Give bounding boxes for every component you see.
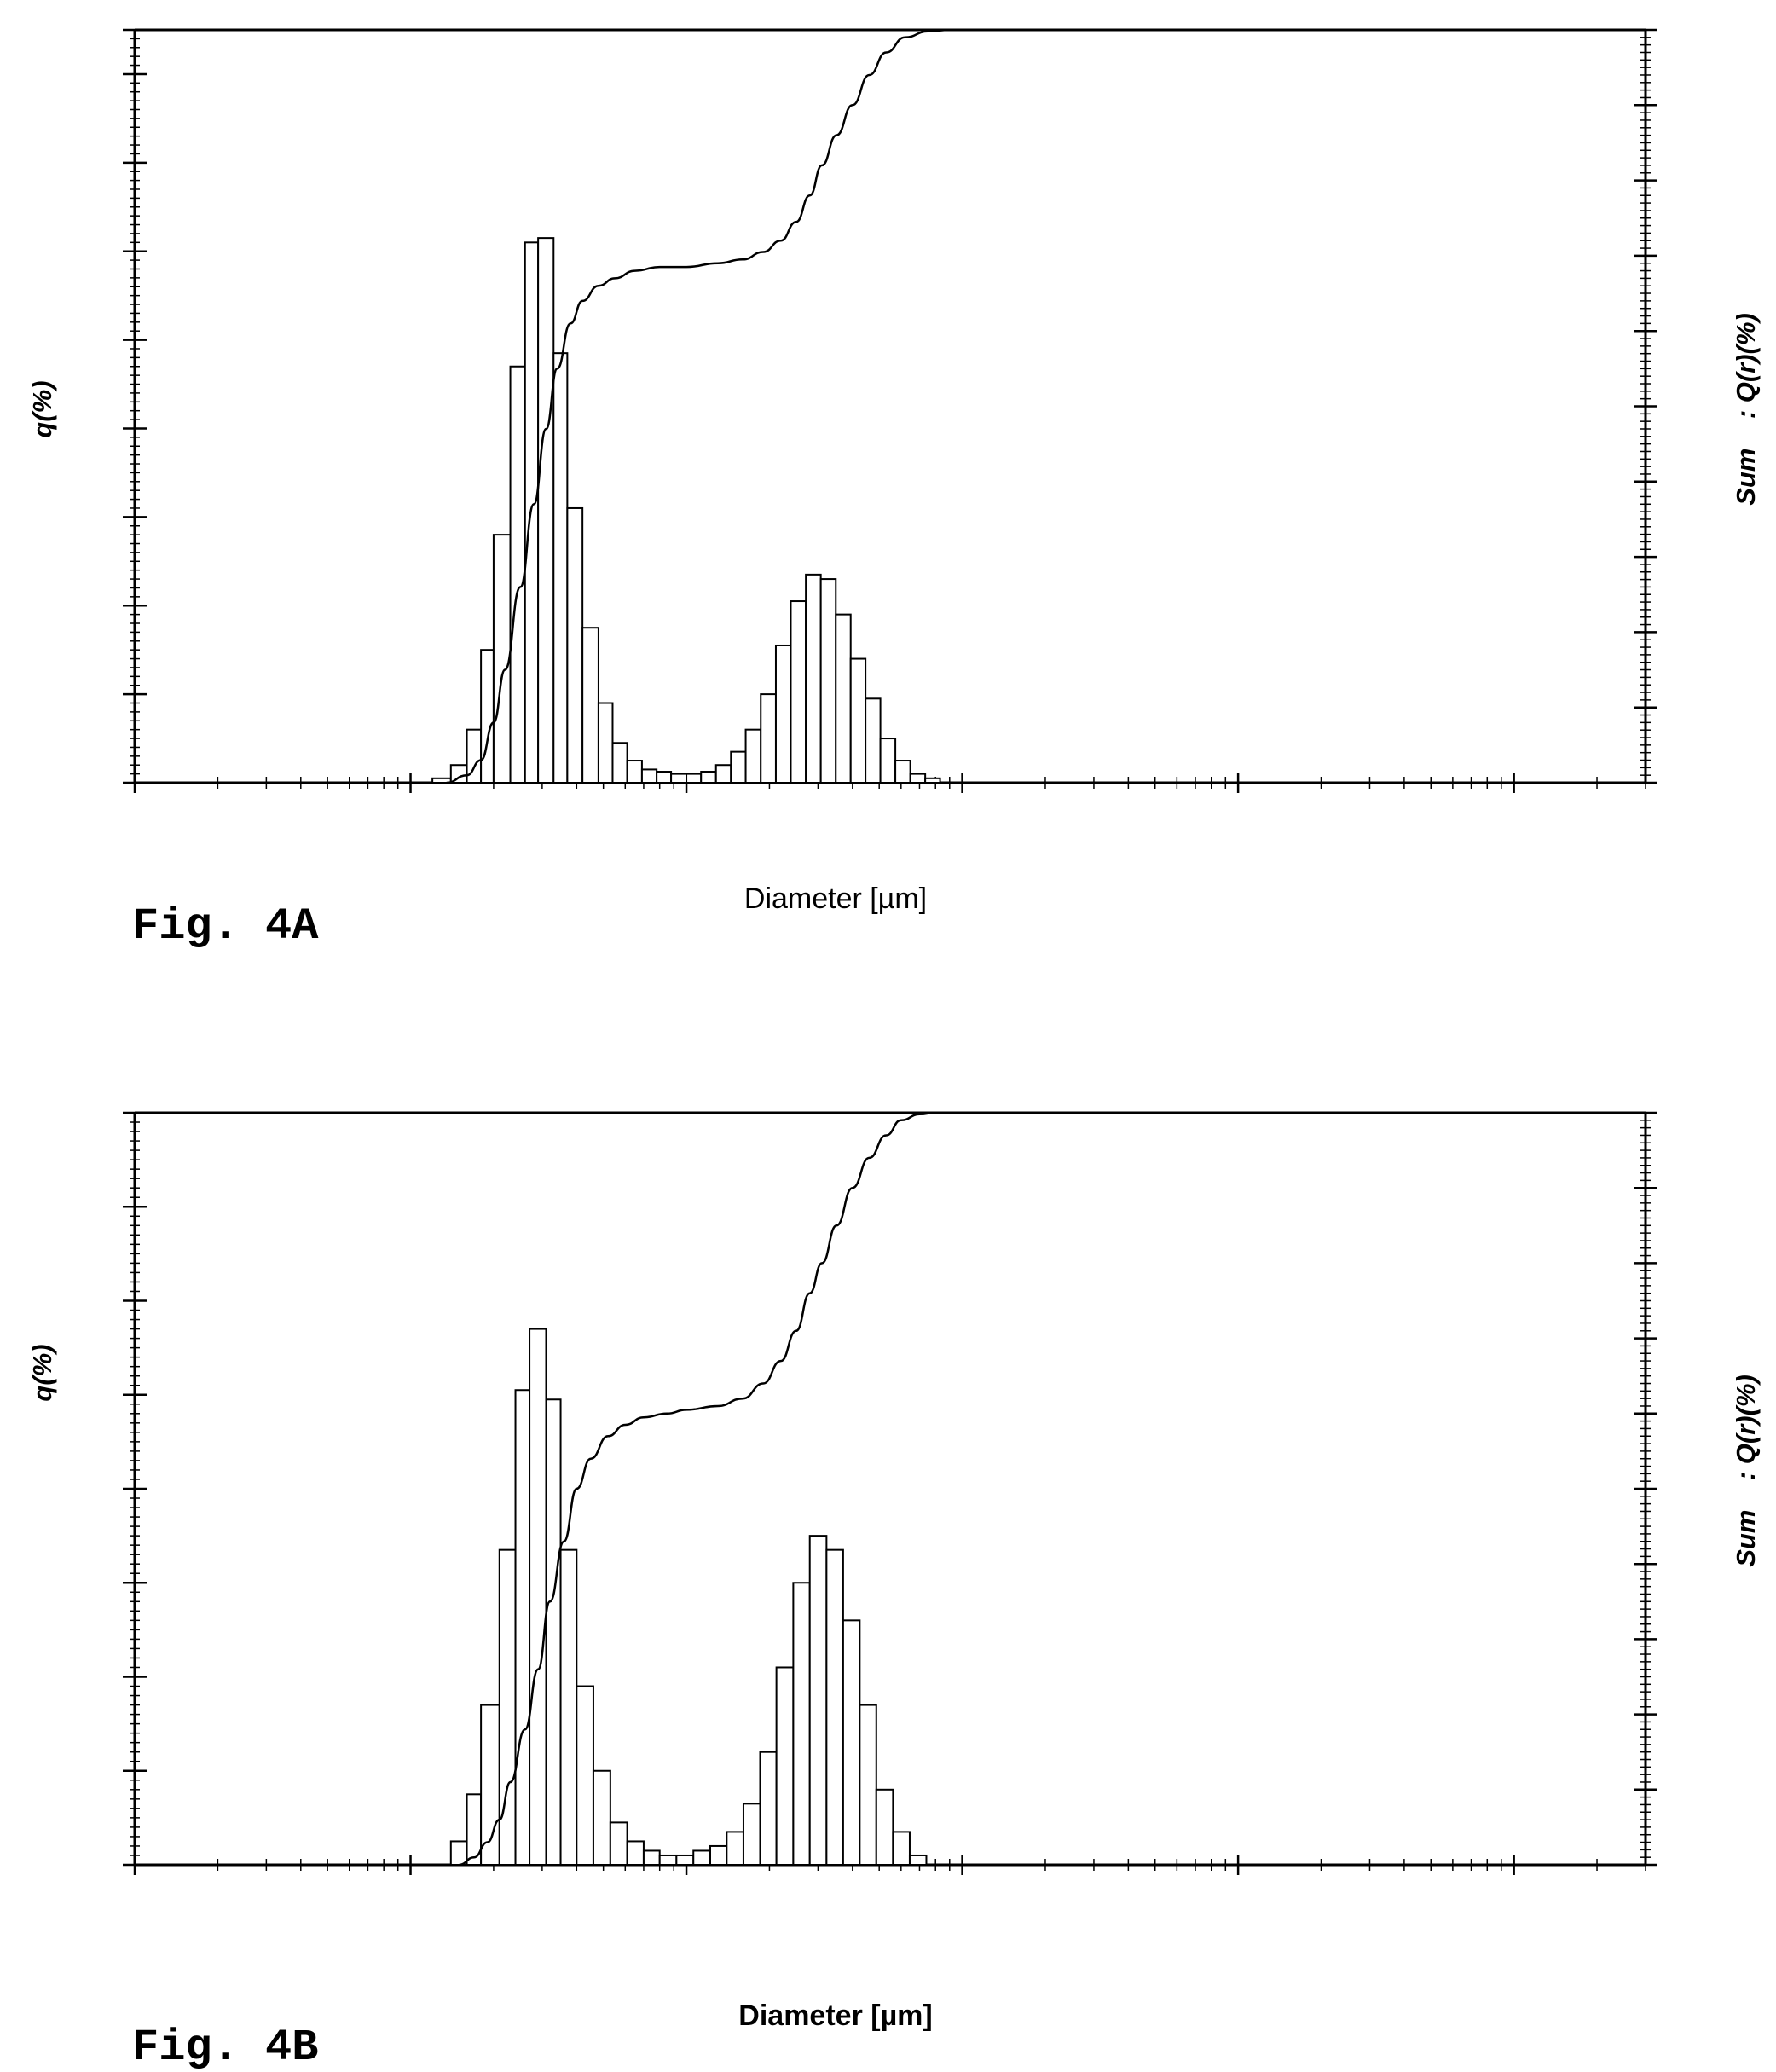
figure-4b-histogram-bar	[808, 1535, 828, 1866]
figure-4a-histogram-bar	[849, 657, 867, 784]
figure-4a-histogram-bar	[879, 738, 897, 784]
figure-4b-histogram-bar	[514, 1389, 531, 1866]
figure-4a-y2-axis-title: Sum : Q(r)(%)	[1731, 313, 1761, 506]
figure-4b-histogram-bar	[842, 1619, 861, 1866]
figure-4b-histogram-bar	[545, 1398, 562, 1866]
figure-4a-histogram-bar	[581, 627, 599, 784]
figure-4b-plot	[123, 1111, 1657, 1875]
figure-4b-histogram-bar	[726, 1831, 744, 1866]
figure-4b-x-axis-title: Diameter [µm]	[738, 2000, 932, 2032]
figure-4b-histogram-bar	[908, 1854, 928, 1866]
figure-4b-label: Fig. 4B	[132, 2023, 318, 2072]
figure-4a-histogram-bar	[670, 773, 688, 784]
figure-4b-y-axis-title: q(%)	[27, 1344, 57, 1401]
figure-4a-histogram-bar	[537, 237, 555, 784]
figure-4a-histogram-bar	[805, 573, 822, 784]
figure-4a-histogram-bar	[819, 578, 837, 784]
figure-4b-histogram-bar	[792, 1582, 811, 1866]
figure-4a-x-axis-title: Diameter [µm]	[744, 883, 927, 915]
figure-4a-histogram-bar	[640, 768, 658, 784]
figure-4a-histogram-bar	[552, 352, 569, 784]
figure-4a-histogram-bar	[924, 777, 941, 784]
figure-4b-histogram-bar	[559, 1548, 578, 1866]
figure-4a: Diameter [µm] q(%) Sum : Q(r)(%) Fig. 4A	[27, 28, 1761, 952]
figure-4b-histogram-bar	[709, 1844, 728, 1867]
figure-4a-histogram-bar	[909, 773, 927, 784]
figure-4a-histogram-bar	[730, 750, 747, 784]
figure-4a-histogram-bar	[835, 613, 852, 784]
figure-4a-histogram-bar	[611, 742, 628, 784]
figure-4a-histogram-bar	[492, 534, 512, 784]
figure-4a-histogram-bar	[480, 649, 495, 784]
figure-4b-histogram-bar	[875, 1788, 894, 1866]
figure-4a-histogram-bar	[686, 773, 703, 784]
figure-4a-histogram-bar	[744, 728, 762, 784]
figure-4b-histogram-bar	[658, 1854, 678, 1866]
figure-4a-histogram-bar	[509, 365, 526, 784]
figure-4a-plot	[123, 28, 1657, 793]
figure-4b-histogram-bar	[692, 1849, 711, 1867]
figure-4b-histogram-bar	[592, 1769, 611, 1866]
figure-4a-histogram-bar	[626, 760, 643, 784]
figure-4b: Diameter [µm] q(%) Sum : Q(r)(%) Fig. 4B	[27, 1111, 1761, 2072]
figure-4b-histogram-bar	[775, 1666, 795, 1866]
figure-4b-histogram-bar	[892, 1831, 911, 1866]
figure-4b-histogram-bar	[642, 1849, 661, 1867]
figure-4a-histogram-bar	[566, 506, 584, 784]
figure-4a-histogram-bar	[714, 764, 732, 784]
figure-4a-histogram-bar	[790, 600, 807, 784]
figure-4a-label: Fig. 4A	[132, 901, 319, 952]
figure-4a-histogram-bar	[597, 702, 614, 784]
figure-4b-histogram-bar	[576, 1685, 594, 1867]
figure-4a-histogram-bar	[865, 697, 882, 784]
figure-4b-histogram-bar	[626, 1840, 645, 1866]
figure-4a-histogram-bar	[774, 644, 792, 784]
figure-4b-histogram-bar	[742, 1803, 761, 1867]
figure-4b-histogram-bar	[449, 1840, 468, 1866]
figure-4a-histogram-bar	[656, 771, 673, 784]
figure-4b-histogram-bar	[859, 1704, 877, 1867]
figure-4b-histogram-bar	[825, 1548, 844, 1866]
figure-4a-histogram-bar	[760, 693, 777, 784]
figure-4a-cumulative-curve	[446, 28, 1646, 784]
figure-4b-cumulative-curve	[459, 1111, 1646, 1867]
figure-4b-histogram-bar	[675, 1854, 695, 1866]
figure-4b-y2-axis-title: Sum : Q(r)(%)	[1731, 1375, 1761, 1567]
figure-4a-y-axis-title: q(%)	[27, 380, 57, 437]
figure-4b-histogram-bar	[529, 1328, 547, 1866]
figure-4b-histogram-bar	[609, 1821, 628, 1867]
figure-4a-histogram-bar	[700, 771, 717, 784]
figure-4a-histogram-bar	[894, 760, 911, 784]
figure-4b-histogram-bar	[759, 1751, 778, 1867]
